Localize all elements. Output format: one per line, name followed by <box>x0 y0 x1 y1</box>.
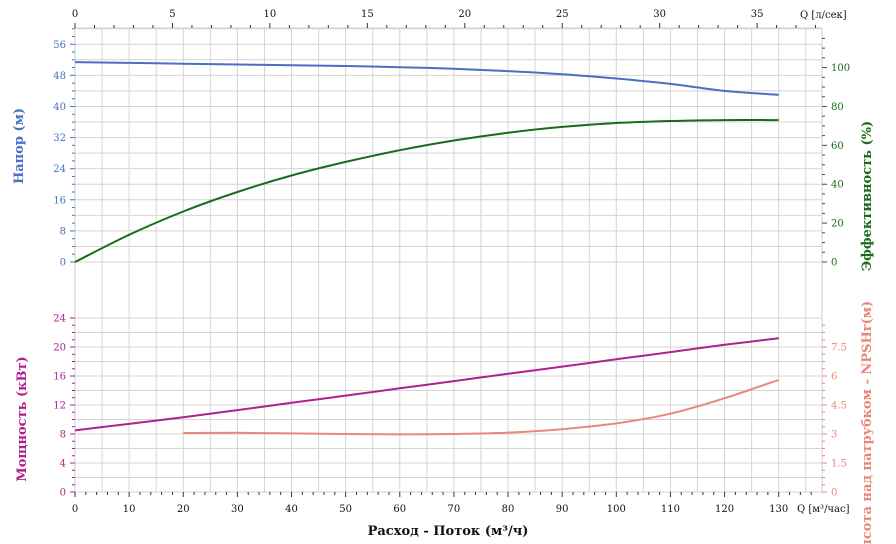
left-tick-label: 24 <box>53 164 66 175</box>
series-layer <box>74 61 780 436</box>
x-top-tick-label: 5 <box>169 9 175 20</box>
right-tick-label: 1.5 <box>831 459 847 470</box>
left-tick-label: 24 <box>53 314 66 325</box>
x-tick-label: 40 <box>285 504 298 515</box>
right-tick-label: 7.5 <box>831 343 847 354</box>
x-top-tick-label: 20 <box>458 9 471 20</box>
x-top-tick-label: 15 <box>361 9 374 20</box>
left-tick-label: 8 <box>60 430 66 441</box>
x-top-tick-label: 30 <box>653 9 666 20</box>
right-tick-label: 80 <box>831 102 844 113</box>
left-tick-label: 48 <box>53 71 66 82</box>
npsh-axis-label: Высота над патрубком - NPSHr(м) <box>860 301 875 544</box>
right-tick-label: 0 <box>831 258 837 269</box>
x-tick-label: 60 <box>393 504 406 515</box>
right-tick-label: 20 <box>831 219 844 230</box>
x-tick-label: 30 <box>231 504 244 515</box>
x-tick-label: 50 <box>339 504 352 515</box>
series-line <box>74 119 779 263</box>
left-tick-label: 32 <box>53 133 66 144</box>
left-tick-label: 20 <box>53 343 66 354</box>
x-tick-label: 110 <box>661 504 680 515</box>
x-tick-label: 10 <box>123 504 136 515</box>
efficiency-axis-label: Эффективность (%) <box>860 121 875 271</box>
x-tick-label: 100 <box>607 504 626 515</box>
power-axis-label: Мощность (кВт) <box>15 356 30 481</box>
x-top-tick-label: 35 <box>751 9 764 20</box>
x-axis-top-unit: Q [л/сек] <box>800 10 847 21</box>
left-tick-label: 16 <box>53 195 66 206</box>
left-tick-label: 8 <box>60 226 66 237</box>
right-tick-label: 6 <box>831 372 837 383</box>
left-tick-label: 4 <box>60 459 66 470</box>
x-axis-label: Расход - Поток (м³/ч) <box>368 524 529 539</box>
x-top-tick-label: 25 <box>556 9 569 20</box>
left-tick-label: 12 <box>53 401 66 412</box>
left-tick-label: 0 <box>60 488 66 499</box>
x-tick-label: 90 <box>556 504 569 515</box>
left-tick-label: 56 <box>53 40 66 51</box>
x-tick-label: 80 <box>502 504 515 515</box>
head-axis-label: Напор (м) <box>12 108 27 184</box>
x-tick-label: 130 <box>769 504 788 515</box>
x-top-tick-label: 0 <box>72 9 78 20</box>
right-tick-label: 40 <box>831 180 844 191</box>
x-tick-label: 0 <box>72 504 78 515</box>
right-tick-label: 100 <box>831 63 850 74</box>
x-tick-label: 120 <box>715 504 734 515</box>
left-tick-label: 0 <box>60 258 66 269</box>
grid-layer <box>74 27 823 493</box>
right-tick-label: 3 <box>831 430 837 441</box>
x-top-tick-label: 10 <box>264 9 277 20</box>
series-line <box>74 61 779 96</box>
right-tick-label: 0 <box>831 488 837 499</box>
left-tick-label: 16 <box>53 372 66 383</box>
x-tick-label: 20 <box>177 504 190 515</box>
series-line <box>183 378 780 436</box>
x-axis-unit: Q [м³/час] <box>797 504 850 515</box>
right-tick-label: 4.5 <box>831 401 847 412</box>
series-line <box>74 337 779 432</box>
right-tick-label: 60 <box>831 141 844 152</box>
x-tick-label: 70 <box>448 504 461 515</box>
left-tick-label: 40 <box>53 102 66 113</box>
